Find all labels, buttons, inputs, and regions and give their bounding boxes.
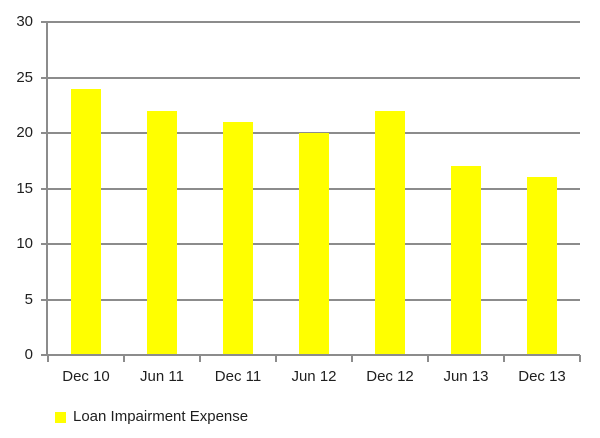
x-axis-line bbox=[46, 354, 580, 356]
gridline bbox=[48, 21, 580, 23]
y-axis-tick bbox=[41, 243, 48, 245]
legend-swatch-icon bbox=[55, 411, 66, 423]
legend: Loan Impairment Expense bbox=[55, 409, 248, 425]
x-axis-tick bbox=[275, 355, 277, 362]
y-axis-label: 15 bbox=[16, 180, 33, 197]
y-axis-line bbox=[46, 22, 48, 355]
x-axis-label: Jun 12 bbox=[291, 368, 337, 385]
x-axis-label: Dec 13 bbox=[518, 368, 566, 385]
y-axis-label: 30 bbox=[16, 13, 33, 30]
bar bbox=[451, 166, 481, 355]
bar bbox=[527, 177, 557, 355]
x-axis-tick bbox=[427, 355, 429, 362]
bar bbox=[375, 111, 405, 355]
x-axis-tick bbox=[199, 355, 201, 362]
y-axis-label: 20 bbox=[16, 124, 33, 141]
bar bbox=[147, 111, 177, 355]
y-axis-tick bbox=[41, 132, 48, 134]
x-axis-label: Jun 11 bbox=[140, 368, 184, 385]
x-axis-label: Dec 12 bbox=[366, 368, 414, 385]
bar bbox=[71, 89, 101, 355]
x-axis-label: Dec 11 bbox=[214, 368, 262, 385]
legend-label: Loan Impairment Expense bbox=[73, 408, 249, 425]
x-axis-label: Dec 10 bbox=[62, 368, 110, 385]
y-axis-label: 0 bbox=[24, 346, 33, 363]
y-axis-tick bbox=[41, 299, 48, 301]
y-axis-tick bbox=[41, 21, 48, 23]
y-axis-label: 10 bbox=[16, 235, 33, 252]
x-axis-tick bbox=[579, 355, 581, 362]
x-axis-tick bbox=[503, 355, 505, 362]
y-axis-label: 5 bbox=[24, 291, 33, 308]
bar bbox=[223, 122, 253, 355]
gridline bbox=[48, 77, 580, 79]
x-axis-tick bbox=[47, 355, 49, 362]
x-axis-tick bbox=[351, 355, 353, 362]
bar bbox=[299, 133, 329, 355]
y-axis-tick bbox=[41, 354, 48, 356]
x-axis-tick bbox=[123, 355, 125, 362]
y-axis-tick bbox=[41, 77, 48, 79]
x-axis-label: Jun 13 bbox=[443, 368, 489, 385]
y-axis-tick bbox=[41, 188, 48, 190]
y-axis-label: 25 bbox=[16, 69, 33, 86]
